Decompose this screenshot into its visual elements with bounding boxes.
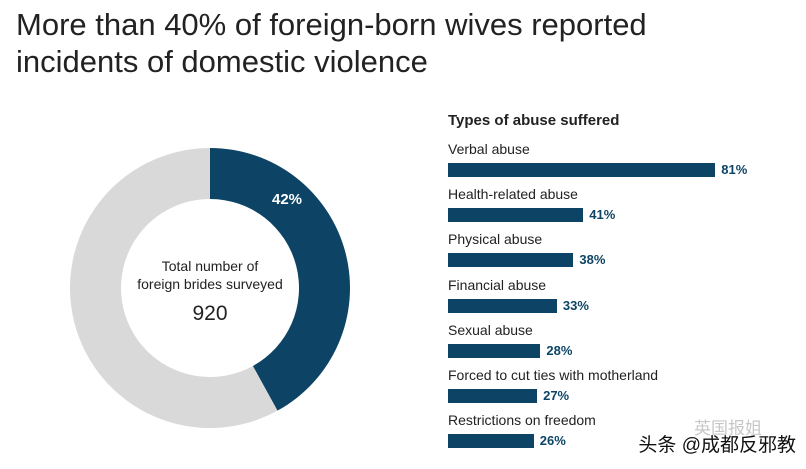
bar-value-label: 27% (543, 388, 570, 403)
bar (448, 298, 557, 313)
bar (448, 253, 574, 268)
watermark-faint: 英国报姐 (694, 419, 762, 438)
bar (448, 343, 541, 358)
bar-category-label: Sexual abuse (448, 321, 533, 338)
bar-category-label: Verbal abuse (448, 141, 530, 157)
bar (448, 434, 534, 449)
bar-value-label: 81% (721, 162, 748, 177)
bar-category-label: Financial abuse (448, 276, 547, 293)
bar-value-label: 38% (579, 252, 606, 268)
bar-category-label: Health-related abuse (448, 186, 578, 203)
donut-slice-0 (210, 148, 351, 411)
center-value: 920 (192, 302, 227, 325)
bar-category-label: Restrictions on freedom (448, 412, 596, 429)
bar-value-label: 26% (539, 433, 566, 449)
slice-label-42: 42% (272, 191, 302, 208)
bar-category-label: Physical abuse (448, 231, 543, 248)
bar-chart-title: Types of abuse suffered (448, 112, 620, 129)
bar-value-label: 33% (562, 297, 589, 313)
watermark: 头条 @成都反邪教 (638, 435, 796, 456)
title-line-1: More than 40% of foreign-born wives repo… (16, 7, 647, 42)
center-text-line-1: Total number of (162, 258, 259, 274)
bar-category-label: Forced to cut ties with motherland (448, 367, 659, 383)
bar (448, 389, 538, 403)
bar-value-label: 28% (546, 342, 573, 358)
title-line-2: incidents of domestic violence (16, 44, 428, 79)
donut-slices (70, 148, 351, 428)
bar (448, 163, 716, 177)
bar-value-label: 41% (589, 207, 616, 223)
bar (448, 208, 584, 223)
chart-title: More than 40% of foreign-born wives repo… (16, 6, 796, 80)
donut-chart: 42% Total number of foreign brides surve… (70, 148, 351, 428)
center-text-line-2: foreign brides surveyed (137, 276, 283, 292)
donut-slice-1 (70, 148, 278, 428)
